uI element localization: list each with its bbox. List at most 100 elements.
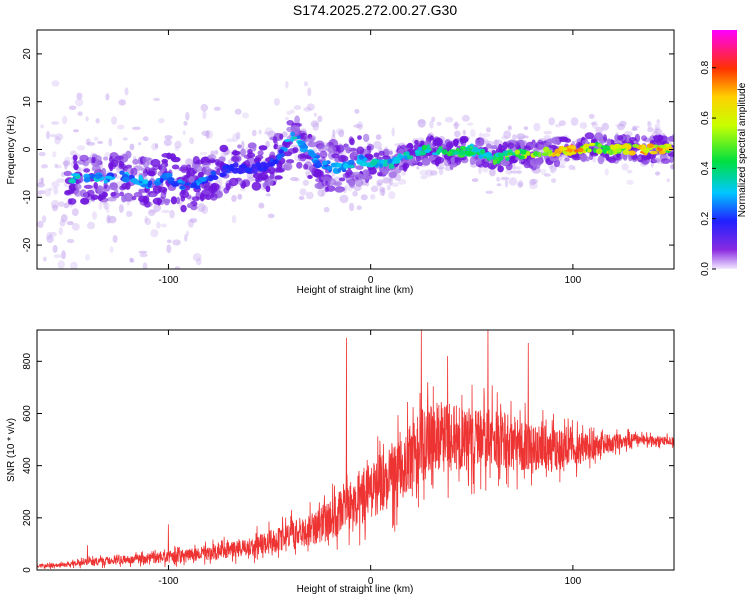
spectrogram-noise-blob <box>485 127 491 133</box>
spectrogram-band-blob <box>237 144 242 149</box>
spectrogram-band-blob <box>546 138 553 146</box>
spectrogram-ridge-peak <box>484 153 490 158</box>
spectrogram-noise-blob <box>138 142 142 146</box>
spectrogram-x-tick-label: 100 <box>565 275 582 286</box>
spectrogram-noise-blob <box>549 164 557 174</box>
spectrogram-ridge-peak <box>378 163 383 169</box>
spectrogram-ridge-peak <box>622 149 630 155</box>
spectrogram-noise-blob <box>192 253 202 262</box>
spectrogram-noise-blob <box>595 126 604 134</box>
spectrogram-noise-blob <box>382 177 390 184</box>
spectrogram-noise-blob <box>184 234 188 242</box>
spectrogram-noise-blob <box>305 191 314 200</box>
spectrogram-ridge-peak <box>459 146 467 151</box>
spectrogram-band-blob <box>195 159 204 165</box>
spectrogram-noise-blob <box>102 202 110 210</box>
spectrogram-noise-blob <box>104 152 111 157</box>
spectrogram-band-blob <box>660 158 671 164</box>
spectrogram-noise-blob <box>470 129 476 138</box>
spectrogram-band-blob <box>101 191 109 198</box>
spectrogram-band-blob <box>668 152 674 157</box>
spectrogram-band-blob <box>199 193 205 202</box>
spectrogram-ridge-peak <box>465 147 473 151</box>
spectrogram-noise-blob <box>496 183 502 187</box>
spectrogram-noise-blob <box>117 124 125 130</box>
spectrogram-band-blob <box>325 185 336 192</box>
snr-y-ticks: 0 200 400 600 800 <box>22 353 674 573</box>
spectrogram-noise-blob <box>126 201 131 206</box>
spectrogram-band-blob <box>469 156 476 165</box>
spectrogram-noise-blob <box>41 164 48 169</box>
spectrogram-band-blob <box>286 159 295 164</box>
spectrogram-ridge-peak <box>251 168 258 174</box>
spectrogram-noise-blob <box>375 134 382 140</box>
spectrogram-ridge-peak <box>415 150 420 157</box>
colorbar-tick-label: 0.0 <box>700 262 711 276</box>
spectrogram-noise-blob <box>504 179 509 188</box>
spectrogram-ridge-peak <box>632 144 639 148</box>
spectrogram-ridge-peak <box>492 159 497 165</box>
spectrogram-band-blob <box>422 157 431 166</box>
spectrogram-noise-blob <box>169 209 175 219</box>
spectrogram-band-blob <box>83 191 88 199</box>
spectrogram-noise-blob <box>109 246 114 253</box>
spectrogram-noise-blob <box>339 194 349 204</box>
spectrogram-band-blob <box>303 163 309 170</box>
spectrogram-noise-blob <box>71 223 80 231</box>
spectrogram-noise-blob <box>379 189 386 196</box>
spectrogram-band-blob <box>290 125 301 134</box>
spectrogram-band-blob <box>123 192 134 202</box>
spectrogram-noise-blob <box>290 109 295 114</box>
spectrogram-ridge-peak <box>387 158 393 164</box>
spectrogram-noise-blob <box>164 135 173 140</box>
spectrogram-band-blob <box>210 193 218 201</box>
spectrogram-noise-blob <box>306 103 315 111</box>
spectrogram-noise-blob <box>590 122 597 126</box>
spectrogram-band-blob <box>109 182 118 191</box>
spectrogram-band-blob <box>393 168 402 174</box>
spectrogram-noise-blob <box>558 120 566 126</box>
snr-y-tick-label: 0 <box>22 567 33 573</box>
spectrogram-ridge-peak <box>498 155 504 161</box>
spectrogram-noise-blob <box>376 179 384 186</box>
spectrogram-band-blob <box>307 175 313 179</box>
spectrogram-band-blob <box>402 162 410 169</box>
spectrogram-band-blob <box>356 146 365 155</box>
spectrogram-band-blob <box>294 115 300 125</box>
spectrogram-noise-blob <box>196 257 202 266</box>
spectrogram-ridge-peak <box>421 144 427 151</box>
spectrogram-ridge-peak <box>166 177 175 182</box>
spectrogram-band-blob <box>286 120 295 126</box>
spectrogram-ridge-peak <box>588 142 595 147</box>
spectrogram-band-blob <box>180 164 189 174</box>
spectrogram-noise-blob <box>174 140 182 149</box>
spectrogram-y-label: Frequency (Hz) <box>6 116 17 185</box>
spectrogram-ridge-peak <box>533 150 539 157</box>
spectrogram-noise-blob <box>592 154 597 163</box>
spectrogram-band-blob <box>336 144 345 153</box>
spectrogram-ridge-peak <box>595 148 603 155</box>
spectrogram-band-blob <box>68 183 78 191</box>
spectrogram-band-blob <box>251 181 262 191</box>
spectrogram-band-blob <box>257 150 264 157</box>
spectrogram-noise-blob <box>51 181 60 189</box>
spectrogram-band-blob <box>141 167 146 172</box>
spectrogram-ridge-peak <box>614 144 619 148</box>
spectrogram-band-blob <box>551 136 560 145</box>
spectrogram-band-blob <box>349 179 356 189</box>
spectrogram-noise-blob <box>461 114 470 122</box>
spectrogram-noise-blob <box>68 105 77 111</box>
spectrogram-noise-blob <box>139 253 148 258</box>
spectrogram-band-blob <box>338 177 346 182</box>
spectrogram-noise-blob <box>51 121 60 125</box>
spectrogram-band-blob <box>186 170 191 179</box>
spectrogram-noise-blob <box>258 202 265 209</box>
spectrogram-noise-blob <box>517 182 523 188</box>
spectrogram-band-blob <box>315 170 324 176</box>
spectrogram-ridge-peak <box>220 168 228 173</box>
spectrogram-noise-blob <box>85 138 90 145</box>
spectrogram-noise-blob <box>299 188 307 196</box>
spectrogram-noise-blob <box>540 168 547 176</box>
spectrogram-ridge-peak <box>659 144 667 149</box>
spectrogram-band-blob <box>208 186 218 194</box>
